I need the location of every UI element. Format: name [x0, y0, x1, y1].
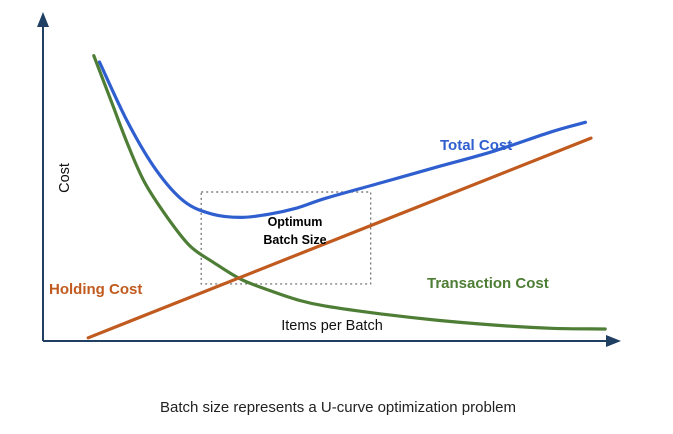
optimum-region-box	[200, 191, 372, 285]
series-line-holding-cost	[86, 136, 593, 340]
x-axis-label: Items per Batch	[281, 318, 383, 334]
annotation-optimum: Optimum	[268, 215, 323, 229]
y-axis-label: Cost	[57, 163, 73, 193]
chart-caption: Batch size represents a U-curve optimiza…	[160, 399, 516, 416]
y-axis-arrow-icon	[37, 12, 49, 27]
annotation-batch-size: Batch Size	[263, 233, 326, 247]
x-axis-arrow-icon	[606, 335, 621, 347]
series-line-total-cost	[97, 60, 587, 220]
legend-label-total-cost: Total Cost	[440, 137, 512, 154]
legend-label-transaction-cost: Transaction Cost	[427, 275, 549, 292]
series-line-transaction-cost	[92, 54, 607, 331]
legend-label-holding-cost: Holding Cost	[49, 281, 142, 298]
